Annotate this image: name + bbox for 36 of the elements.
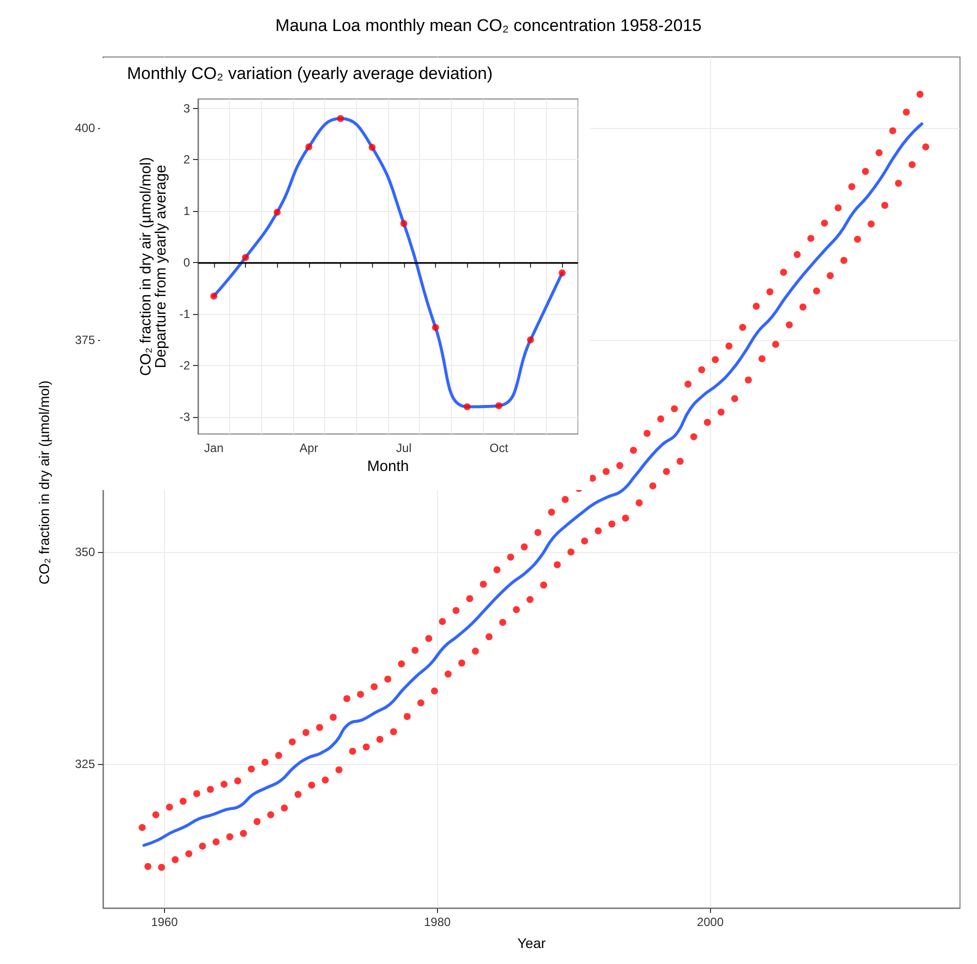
y-tick-label: 350: [74, 545, 96, 560]
x-axis-title: Month: [367, 458, 409, 475]
point: [305, 143, 312, 150]
point: [210, 292, 218, 300]
point: [527, 336, 534, 344]
x-tick-label: 2000: [696, 915, 724, 929]
point: [368, 144, 376, 151]
point: [274, 208, 281, 216]
x-tick-label: 1960: [151, 915, 178, 929]
y-tick-label: 400: [74, 121, 96, 136]
point: [432, 324, 439, 331]
point: [242, 254, 249, 261]
chart-title: Monthly CO₂ variation (yearly average deviation): [127, 64, 493, 83]
point: [558, 269, 566, 276]
x-axis-title: Year: [517, 935, 546, 951]
y-tick-label: -2: [179, 358, 190, 373]
y-axis-title: CO₂ fraction in dry air (µmol/mol) Departure from yearly average: [137, 157, 170, 376]
y-tick-label: 1: [183, 204, 190, 218]
x-tick-label: Jan: [204, 441, 224, 455]
x-tick-label: Jul: [396, 441, 412, 455]
y-tick-label: 2: [183, 152, 190, 167]
y-axis-title: CO₂ fraction in dry air (µmol/mol): [36, 380, 52, 585]
chart-title: Mauna Loa monthly mean CO₂ concentration 1958-2015: [275, 16, 702, 35]
point: [337, 115, 344, 122]
y-tick-label: 325: [74, 756, 96, 771]
x-tick-label: Apr: [299, 441, 318, 455]
x-tick-label: 1980: [424, 915, 452, 929]
point: [495, 402, 502, 410]
y-tick-label: 0: [183, 256, 190, 270]
x-tick-label: Oct: [489, 441, 509, 455]
point: [464, 403, 471, 410]
y-tick-label: 3: [183, 101, 190, 116]
y-tick-label: -3: [179, 410, 190, 424]
y-tick-label: 375: [74, 333, 96, 348]
point: [400, 220, 408, 228]
y-tick-label: -1: [179, 307, 190, 322]
